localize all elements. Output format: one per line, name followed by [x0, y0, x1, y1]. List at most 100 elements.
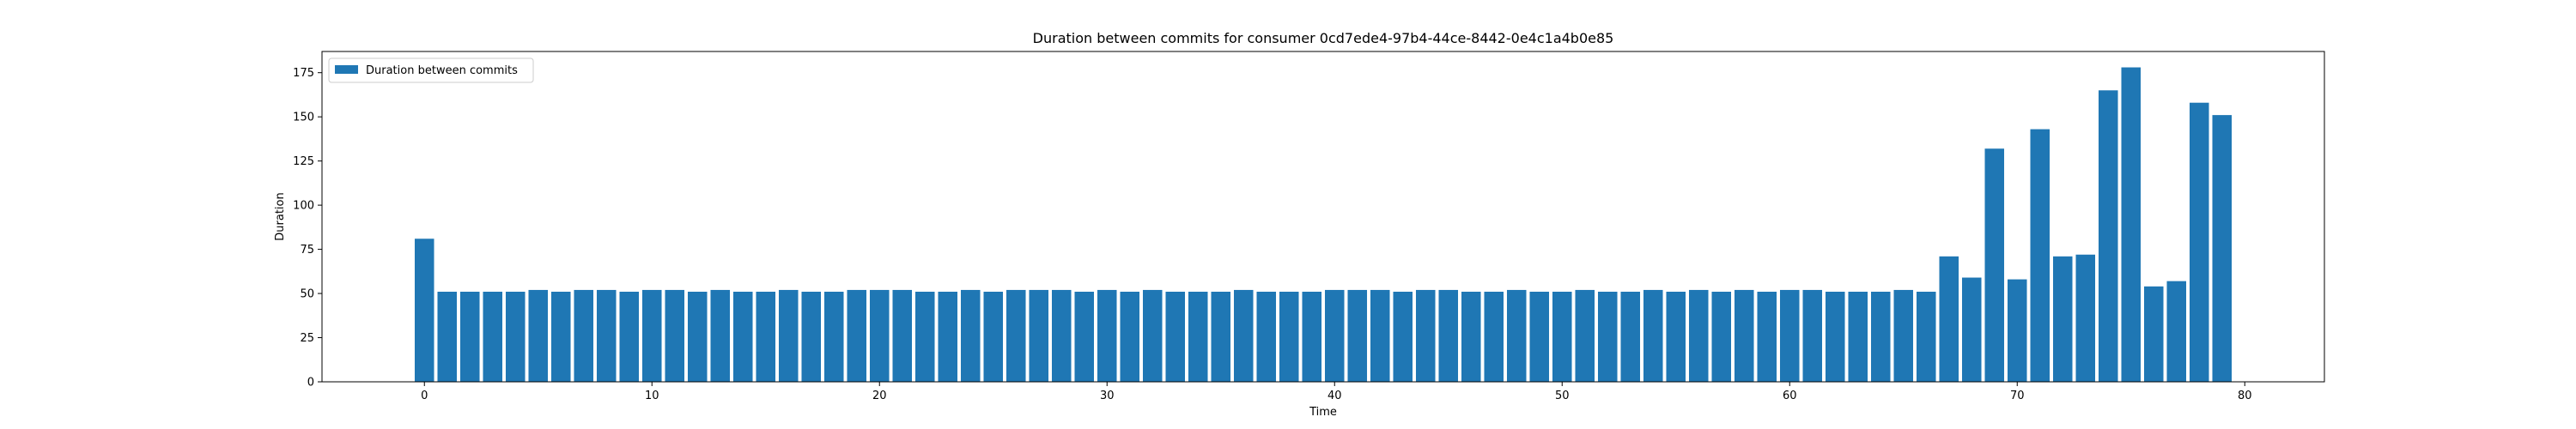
- bar-77: [2166, 281, 2187, 382]
- bar-9: [619, 292, 640, 382]
- bar-26: [1005, 289, 1026, 382]
- legend-swatch: [335, 65, 358, 74]
- x-tick-label: 40: [1327, 390, 1342, 402]
- y-tick-label: 25: [300, 332, 314, 345]
- x-tick-label: 80: [2238, 390, 2252, 402]
- bar-73: [2075, 254, 2096, 382]
- y-tick-label: 175: [293, 67, 314, 80]
- bar-5: [528, 289, 549, 382]
- y-tick-label: 0: [307, 377, 314, 390]
- plot-frame: [321, 51, 2325, 383]
- bar-50: [1552, 292, 1572, 382]
- bar-67: [1939, 256, 1959, 382]
- bar-46: [1461, 292, 1481, 382]
- bar-45: [1438, 289, 1459, 382]
- legend: Duration between commits: [328, 57, 534, 83]
- bar-62: [1825, 292, 1845, 382]
- bar-48: [1506, 289, 1527, 382]
- bar-47: [1484, 292, 1504, 382]
- bar-43: [1393, 292, 1413, 382]
- bar-58: [1734, 289, 1754, 382]
- bar-59: [1757, 292, 1777, 382]
- y-tick-label: 150: [293, 112, 314, 124]
- bar-15: [756, 292, 776, 382]
- bar-30: [1097, 289, 1117, 382]
- bar-74: [2098, 90, 2118, 382]
- y-tick-label: 125: [293, 155, 314, 168]
- x-tick-label: 50: [1555, 390, 1570, 402]
- x-tick-label: 0: [421, 390, 428, 402]
- bar-76: [2143, 286, 2164, 382]
- bar-11: [665, 289, 685, 382]
- bar-17: [801, 292, 822, 382]
- bar-29: [1074, 292, 1095, 382]
- legend-label: Duration between commits: [366, 64, 518, 77]
- bar-20: [869, 289, 890, 382]
- bar-13: [710, 289, 731, 382]
- bars-layer: [414, 67, 2233, 383]
- bar-22: [914, 292, 935, 382]
- bar-69: [1984, 148, 2005, 383]
- bar-19: [847, 289, 867, 382]
- chart-title: Duration between commits for consumer 0c…: [1033, 30, 1614, 46]
- bar-36: [1233, 289, 1254, 382]
- bar-8: [596, 289, 617, 382]
- bar-66: [1916, 292, 1936, 382]
- bar-24: [960, 289, 981, 382]
- x-tick-label: 20: [872, 390, 887, 402]
- axes-layer: 0 10 20 30 40 50 60 70 80 0 25 50 75 100 125 150 175: [293, 51, 2325, 402]
- bar-4: [505, 292, 526, 382]
- bar-55: [1666, 292, 1686, 382]
- bar-23: [938, 292, 958, 382]
- bar-31: [1120, 292, 1140, 382]
- bar-65: [1893, 289, 1914, 382]
- bar-53: [1620, 292, 1641, 382]
- bar-34: [1188, 292, 1208, 382]
- bar-32: [1142, 289, 1163, 382]
- bar-68: [1961, 277, 1982, 382]
- x-axis-label: Time: [1309, 406, 1337, 419]
- bar-14: [732, 292, 753, 382]
- bar-71: [2030, 129, 2050, 382]
- bar-7: [574, 289, 594, 382]
- y-tick-label: 50: [300, 288, 314, 301]
- bar-61: [1802, 289, 1823, 382]
- x-tick-label: 30: [1100, 390, 1115, 402]
- bar-0: [414, 239, 434, 382]
- bar-41: [1347, 289, 1368, 382]
- bar-40: [1324, 289, 1345, 382]
- bar-72: [2052, 256, 2073, 382]
- bar-57: [1711, 292, 1732, 382]
- bar-54: [1643, 289, 1663, 382]
- bar-64: [1870, 292, 1891, 382]
- bar-51: [1575, 289, 1595, 382]
- bar-28: [1051, 289, 1072, 382]
- bar-79: [2212, 115, 2233, 382]
- bar-49: [1529, 292, 1550, 382]
- bar-21: [892, 289, 913, 382]
- bar-52: [1597, 292, 1618, 382]
- bar-63: [1848, 292, 1868, 382]
- bar-38: [1279, 292, 1299, 382]
- bar-1: [437, 292, 458, 382]
- x-tick-label: 70: [2010, 390, 2025, 402]
- bar-35: [1211, 292, 1231, 382]
- bar-3: [483, 292, 503, 382]
- legend-box: [328, 57, 534, 83]
- bar-42: [1370, 289, 1390, 382]
- bar-6: [550, 292, 571, 382]
- y-tick-label: 75: [300, 244, 314, 257]
- bar-70: [2007, 279, 2027, 382]
- bar-18: [823, 292, 844, 382]
- bar-44: [1415, 289, 1436, 382]
- bar-25: [983, 292, 1004, 382]
- bar-2: [459, 292, 480, 382]
- bar-12: [687, 292, 708, 382]
- bar-10: [641, 289, 662, 382]
- y-axis-label: Duration: [274, 192, 287, 240]
- bar-33: [1165, 292, 1186, 382]
- y-tick-label: 100: [293, 200, 314, 213]
- bar-56: [1688, 289, 1709, 382]
